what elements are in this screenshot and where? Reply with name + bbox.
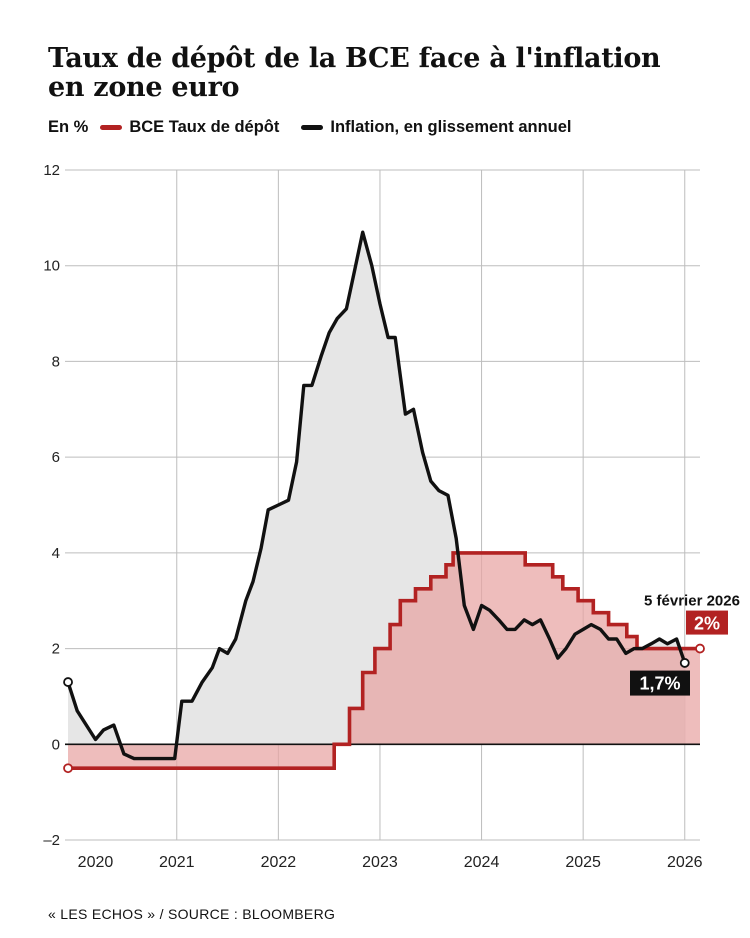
x-tick-label: 2021 [159,854,195,871]
y-tick-label: 4 [52,545,60,562]
deposit-start-point [63,763,73,774]
deposit-value-label: 2% [694,614,720,634]
x-tick-label: 2025 [565,854,601,871]
legend-item-inflation: Inflation, en glissement annuel [301,117,572,137]
legend-swatch-deposit [100,124,123,130]
x-tick-label: 2024 [464,854,500,871]
source-credit: « LES ECHOS » / SOURCE : BLOOMBERG [48,906,336,922]
deposit-rate-area [68,552,700,769]
deposit-value-badge [686,610,728,635]
inflation-start-point [63,677,73,687]
chart-title-line-2: en zone euro [48,72,240,103]
chart-legend: En % BCE Taux de dépôt Inflation, en gli… [48,116,594,138]
x-tick-label: 2020 [78,854,114,871]
y-tick-label: 0 [52,736,60,753]
legend-label-inflation: Inflation, en glissement annuel [330,117,572,136]
legend-label-deposit: BCE Taux de dépôt [129,117,280,136]
y-tick-label: 8 [52,353,60,370]
x-tick-label: 2023 [362,854,398,871]
inflation-line [66,230,687,761]
annotation-date: 5 février 2026 [644,593,740,610]
x-tick-label: 2022 [261,854,297,871]
y-tick-label: –2 [43,832,60,849]
y-tick-label: 10 [43,258,60,275]
chart-title-line-1: Taux de dépôt de la BCE face à l'inflati… [48,43,661,74]
inflation-end-point [679,658,690,668]
deposit-end-point [695,643,705,654]
deposit-rate-line [68,551,700,770]
legend-item-deposit: BCE Taux de dépôt [100,118,279,137]
inflation-value-label: 1,7% [639,674,680,694]
y-tick-label: 6 [52,449,60,466]
unit-label: En % [48,117,89,136]
y-tick-label: 2 [52,641,60,658]
inflation-value-badge [630,670,690,696]
legend-swatch-inflation [301,124,324,130]
y-tick-label: 12 [43,162,60,179]
chart-title: Taux de dépôt de la BCE face à l'inflati… [48,44,688,102]
x-tick-label: 2026 [667,854,703,871]
